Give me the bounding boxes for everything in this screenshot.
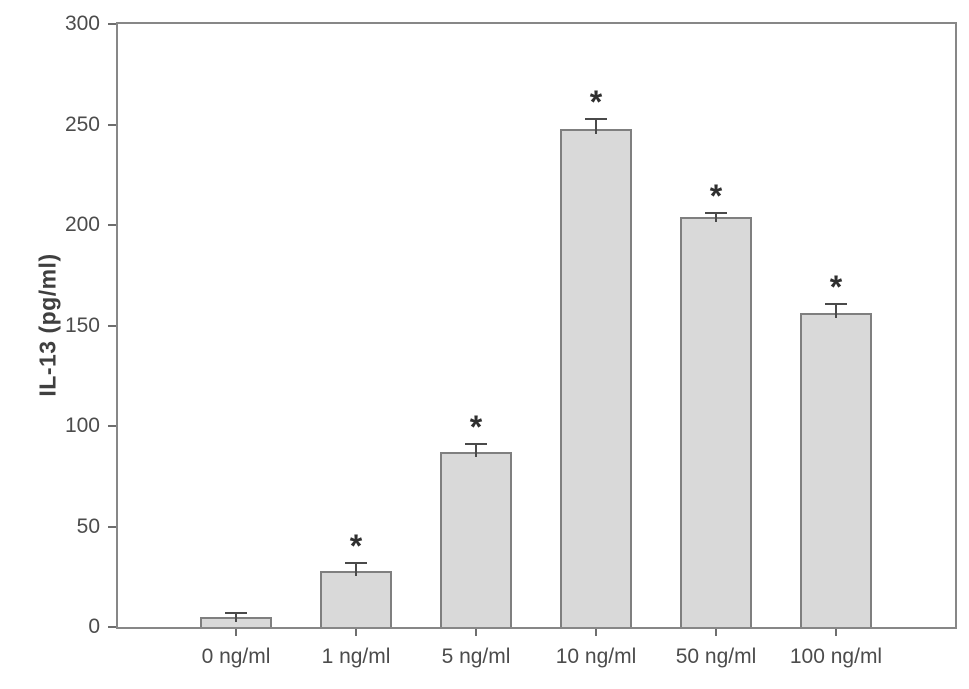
y-axis-tick <box>108 23 116 26</box>
error-bar-stem <box>235 611 237 622</box>
y-axis-tick <box>108 425 116 427</box>
x-axis-tick <box>355 629 357 636</box>
x-axis-tick-label: 0 ng/ml <box>201 645 271 668</box>
error-bar-stem <box>595 118 597 134</box>
x-axis-tick-label: 5 ng/ml <box>441 645 511 668</box>
bar <box>440 452 512 627</box>
error-bar-cap <box>465 443 487 446</box>
bar <box>800 313 872 627</box>
x-axis-tick-label: 10 ng/ml <box>555 645 637 668</box>
y-axis-tick <box>108 123 116 126</box>
error-bar-cap <box>825 303 847 306</box>
x-axis-tick <box>715 629 717 636</box>
error-bar-stem <box>715 211 717 222</box>
bar <box>680 216 752 627</box>
significance-asterisk: * <box>589 84 603 121</box>
y-axis-tick-label: 250 <box>64 112 100 136</box>
bar <box>560 128 632 627</box>
y-axis-tick-label: 150 <box>64 313 100 337</box>
error-bar-cap <box>345 561 367 564</box>
plot-area: 0 50 100 150 200 250 300 0 ng/ml * 1 ng/ml * 5 ng/m… <box>65 12 957 668</box>
y-axis-tick <box>108 324 116 327</box>
bar <box>320 570 392 627</box>
significance-asterisk: * <box>469 409 483 446</box>
error-bar-stem <box>475 443 477 458</box>
x-axis-tick-label: 50 ng/ml <box>675 645 757 668</box>
y-axis-tick-label: 100 <box>64 414 100 437</box>
error-bar-cap <box>225 611 247 614</box>
x-axis-tick <box>595 629 597 636</box>
y-axis-tick <box>108 525 116 528</box>
y-axis-tick <box>108 626 116 628</box>
significance-asterisk: * <box>709 177 723 214</box>
significance-asterisk: * <box>349 527 363 564</box>
y-axis-tick-label: 50 <box>76 514 100 538</box>
x-axis-tick <box>835 629 837 636</box>
error-bar-cap <box>705 211 727 214</box>
x-axis-tick-label: 100 ng/ml <box>789 645 883 668</box>
x-axis-tick <box>475 629 477 636</box>
y-axis-tick <box>108 224 116 226</box>
error-bar-stem <box>835 303 837 319</box>
y-axis-tick-label: 0 <box>88 615 100 638</box>
significance-asterisk: * <box>829 269 843 306</box>
error-bar-cap <box>585 118 607 121</box>
x-axis-tick <box>235 629 237 636</box>
y-axis-tick-label: 200 <box>64 213 100 236</box>
x-axis-tick-label: 1 ng/ml <box>321 645 391 668</box>
error-bar-stem <box>355 561 357 576</box>
y-axis-tick-label: 300 <box>64 12 100 35</box>
